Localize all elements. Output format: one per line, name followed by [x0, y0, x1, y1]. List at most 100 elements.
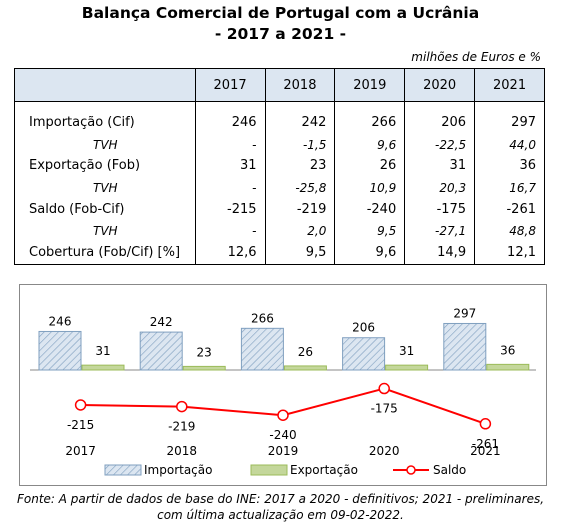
table-row: TVH - -25,8 10,9 20,3 16,7: [14, 177, 545, 199]
table-cell: 31: [404, 155, 475, 178]
saldo-point: [277, 409, 289, 421]
table-cell: 9,6: [334, 242, 405, 266]
saldo-data-label: -261: [472, 437, 499, 451]
x-tick-label: 2017: [65, 444, 96, 458]
table-cell: 10,9: [334, 177, 405, 199]
table-cell: 31: [194, 155, 266, 178]
table-cell: 206: [404, 112, 475, 134]
saldo-data-label: -215: [67, 418, 94, 432]
source-line-2: com última actualização em 09-02-2022.: [157, 508, 404, 522]
table-cell: -22,5: [404, 133, 475, 156]
export-bar: [81, 364, 125, 371]
row-label: TVH: [14, 177, 196, 199]
import-bar: [443, 322, 487, 371]
row-label: Cobertura (Fob/Cif) [%]: [14, 242, 196, 266]
table-cell: 14,9: [404, 242, 475, 266]
table-header-blank: [14, 68, 196, 102]
table-cell: 44,0: [474, 133, 545, 156]
saldo-point: [176, 400, 188, 413]
import-data-label: 297: [453, 306, 476, 320]
import-data-label: 242: [150, 315, 173, 329]
table-row: TVH - -1,5 9,6 -22,5 44,0: [14, 133, 545, 156]
table-cell: 23: [264, 155, 335, 178]
source-note: Fonte: A partir de dados de base do INE:…: [0, 491, 561, 523]
chart-subtitle: - 2017 a 2021 -: [214, 25, 347, 43]
data-table: 2017 2018 2019 2020 2021 Importação (Cif…: [14, 68, 545, 266]
legend-import-label: Importação: [144, 463, 212, 477]
x-tick-label: 2019: [268, 444, 299, 458]
export-data-label: 23: [197, 345, 212, 359]
table-row: Saldo (Fob-Cif) -215 -219 -240 -175 -261: [14, 198, 545, 221]
table-cell: 9,6: [334, 133, 405, 156]
import-bar: [38, 330, 82, 371]
table-cell: 246: [194, 112, 266, 134]
table-cell: 297: [474, 112, 545, 134]
combo-chart: 246 31 -215 2017 242 23 -219 2018 266 26 -240 2019 2…: [30, 306, 536, 477]
table-header-year: 2020: [404, 68, 475, 102]
legend-import-swatch: [104, 464, 142, 476]
table-header-row: 2017 2018 2019 2020 2021: [14, 68, 545, 102]
table-cell: 242: [264, 112, 335, 134]
table-cell: -: [194, 133, 266, 156]
table-row: Cobertura (Fob/Cif) [%] 12,6 9,5 9,6 14,9 12,…: [14, 242, 545, 266]
table-cell: -219: [264, 198, 335, 221]
source-line-1: Fonte: A partir de dados de base do INE:…: [16, 492, 545, 506]
x-tick-label: 2018: [167, 444, 198, 458]
table-cell: 26: [334, 155, 405, 178]
table-cell: -240: [334, 198, 405, 221]
table-cell: -261: [474, 198, 545, 221]
import-data-label: 266: [251, 311, 274, 325]
saldo-data-label: -175: [371, 402, 398, 416]
export-data-label: 36: [500, 343, 515, 357]
saldo-point: [378, 382, 390, 395]
table-header-year: 2019: [334, 68, 405, 102]
legend-saldo-marker: [406, 465, 416, 475]
import-data-label: 206: [352, 321, 375, 335]
saldo-point: [479, 418, 492, 430]
table-row: Importação (Cif) 246 242 266 206 297: [14, 112, 545, 134]
table-cell: -175: [404, 198, 475, 221]
export-data-label: 26: [298, 345, 313, 359]
saldo-data-label: -240: [269, 428, 296, 442]
table-cell: 12,1: [474, 242, 545, 266]
table-cell: -: [194, 220, 266, 243]
table-cell: 266: [334, 112, 405, 134]
units-label: milhões de Euros e %: [411, 50, 541, 64]
row-label: Saldo (Fob-Cif): [14, 198, 196, 221]
table-cell: -1,5: [264, 133, 335, 156]
export-data-label: 31: [95, 344, 110, 358]
legend-export-swatch: [250, 464, 288, 476]
export-data-label: 31: [399, 344, 414, 358]
table-cell: -: [194, 177, 266, 199]
x-tick-label: 2021: [470, 444, 501, 458]
table-cell: 2,0: [264, 220, 335, 243]
legend-saldo-label: Saldo: [433, 463, 466, 477]
table-header-year: 2021: [474, 68, 545, 102]
table-header-year: 2018: [264, 68, 335, 102]
row-label: TVH: [14, 133, 196, 156]
export-bar: [283, 365, 327, 371]
saldo-point: [74, 399, 87, 411]
chart-title: Balança Comercial de Portugal com a Ucrâ…: [81, 4, 480, 22]
import-bar: [342, 337, 386, 371]
export-bar: [385, 364, 429, 371]
table-cell: 9,5: [334, 220, 405, 243]
row-label: Exportação (Fob): [14, 155, 196, 178]
table-cell: 12,6: [194, 242, 266, 266]
legend-export-label: Exportação: [290, 463, 358, 477]
table-cell: -27,1: [404, 220, 475, 243]
row-label: Importação (Cif): [14, 112, 196, 134]
table-cell: 9,5: [264, 242, 335, 266]
table-cell: 20,3: [404, 177, 475, 199]
export-bar: [182, 365, 226, 371]
table-header-year: 2017: [194, 68, 266, 102]
x-tick-label: 2020: [369, 444, 400, 458]
saldo-data-label: -219: [168, 420, 195, 434]
export-bar: [486, 363, 530, 371]
table-spacer-row: [14, 101, 545, 112]
table-row: Exportação (Fob) 31 23 26 31 36: [14, 155, 545, 178]
import-bar: [240, 327, 284, 371]
table-cell: 16,7: [474, 177, 545, 199]
row-label: TVH: [14, 220, 196, 243]
table-row: TVH -2,0 9,5 -27,1 48,8: [14, 220, 545, 243]
